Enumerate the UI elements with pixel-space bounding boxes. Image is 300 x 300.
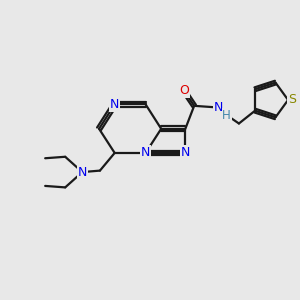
Text: N: N xyxy=(214,101,223,114)
Text: N: N xyxy=(181,146,190,159)
Text: N: N xyxy=(141,146,150,159)
Text: N: N xyxy=(78,166,87,178)
Text: N: N xyxy=(110,98,119,111)
Text: H: H xyxy=(222,109,231,122)
Text: S: S xyxy=(288,93,296,106)
Text: O: O xyxy=(179,84,189,97)
